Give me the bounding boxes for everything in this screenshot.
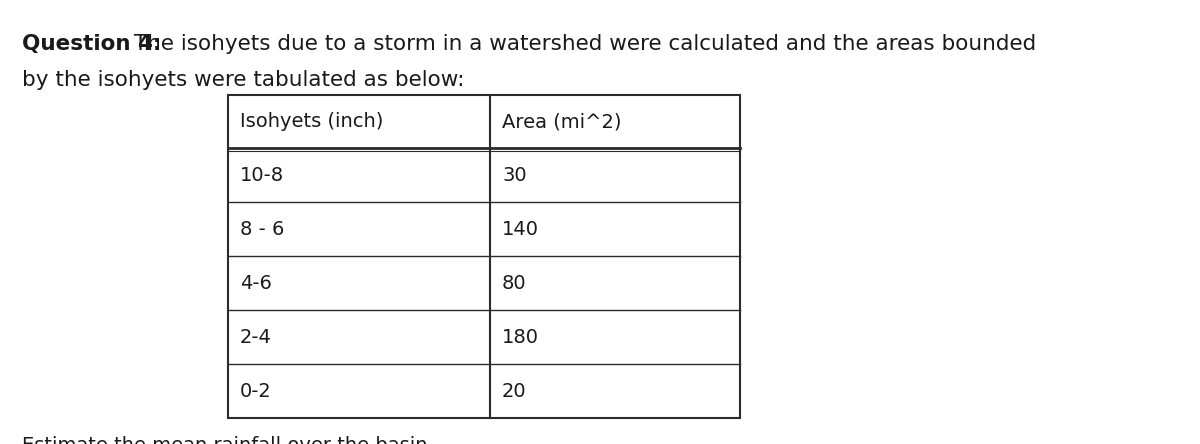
Text: 2-4: 2-4 bbox=[240, 328, 272, 346]
Text: 80: 80 bbox=[502, 274, 527, 293]
Text: Area (mi^2): Area (mi^2) bbox=[502, 112, 622, 131]
Text: 140: 140 bbox=[502, 219, 539, 238]
Text: 20: 20 bbox=[502, 381, 527, 400]
Text: The isohyets due to a storm in a watershed were calculated and the areas bounded: The isohyets due to a storm in a watersh… bbox=[127, 34, 1037, 54]
Text: 4-6: 4-6 bbox=[240, 274, 272, 293]
Text: 30: 30 bbox=[502, 166, 527, 185]
Text: Isohyets (inch): Isohyets (inch) bbox=[240, 112, 383, 131]
Text: Estimate the mean rainfall over the basin: Estimate the mean rainfall over the basi… bbox=[22, 436, 427, 444]
Text: 0-2: 0-2 bbox=[240, 381, 271, 400]
Text: 8 - 6: 8 - 6 bbox=[240, 219, 284, 238]
Text: by the isohyets were tabulated as below:: by the isohyets were tabulated as below: bbox=[22, 70, 464, 90]
Text: 180: 180 bbox=[502, 328, 539, 346]
Text: Question 4:: Question 4: bbox=[22, 34, 161, 54]
Text: 10-8: 10-8 bbox=[240, 166, 284, 185]
Bar bbox=[228, 95, 740, 418]
